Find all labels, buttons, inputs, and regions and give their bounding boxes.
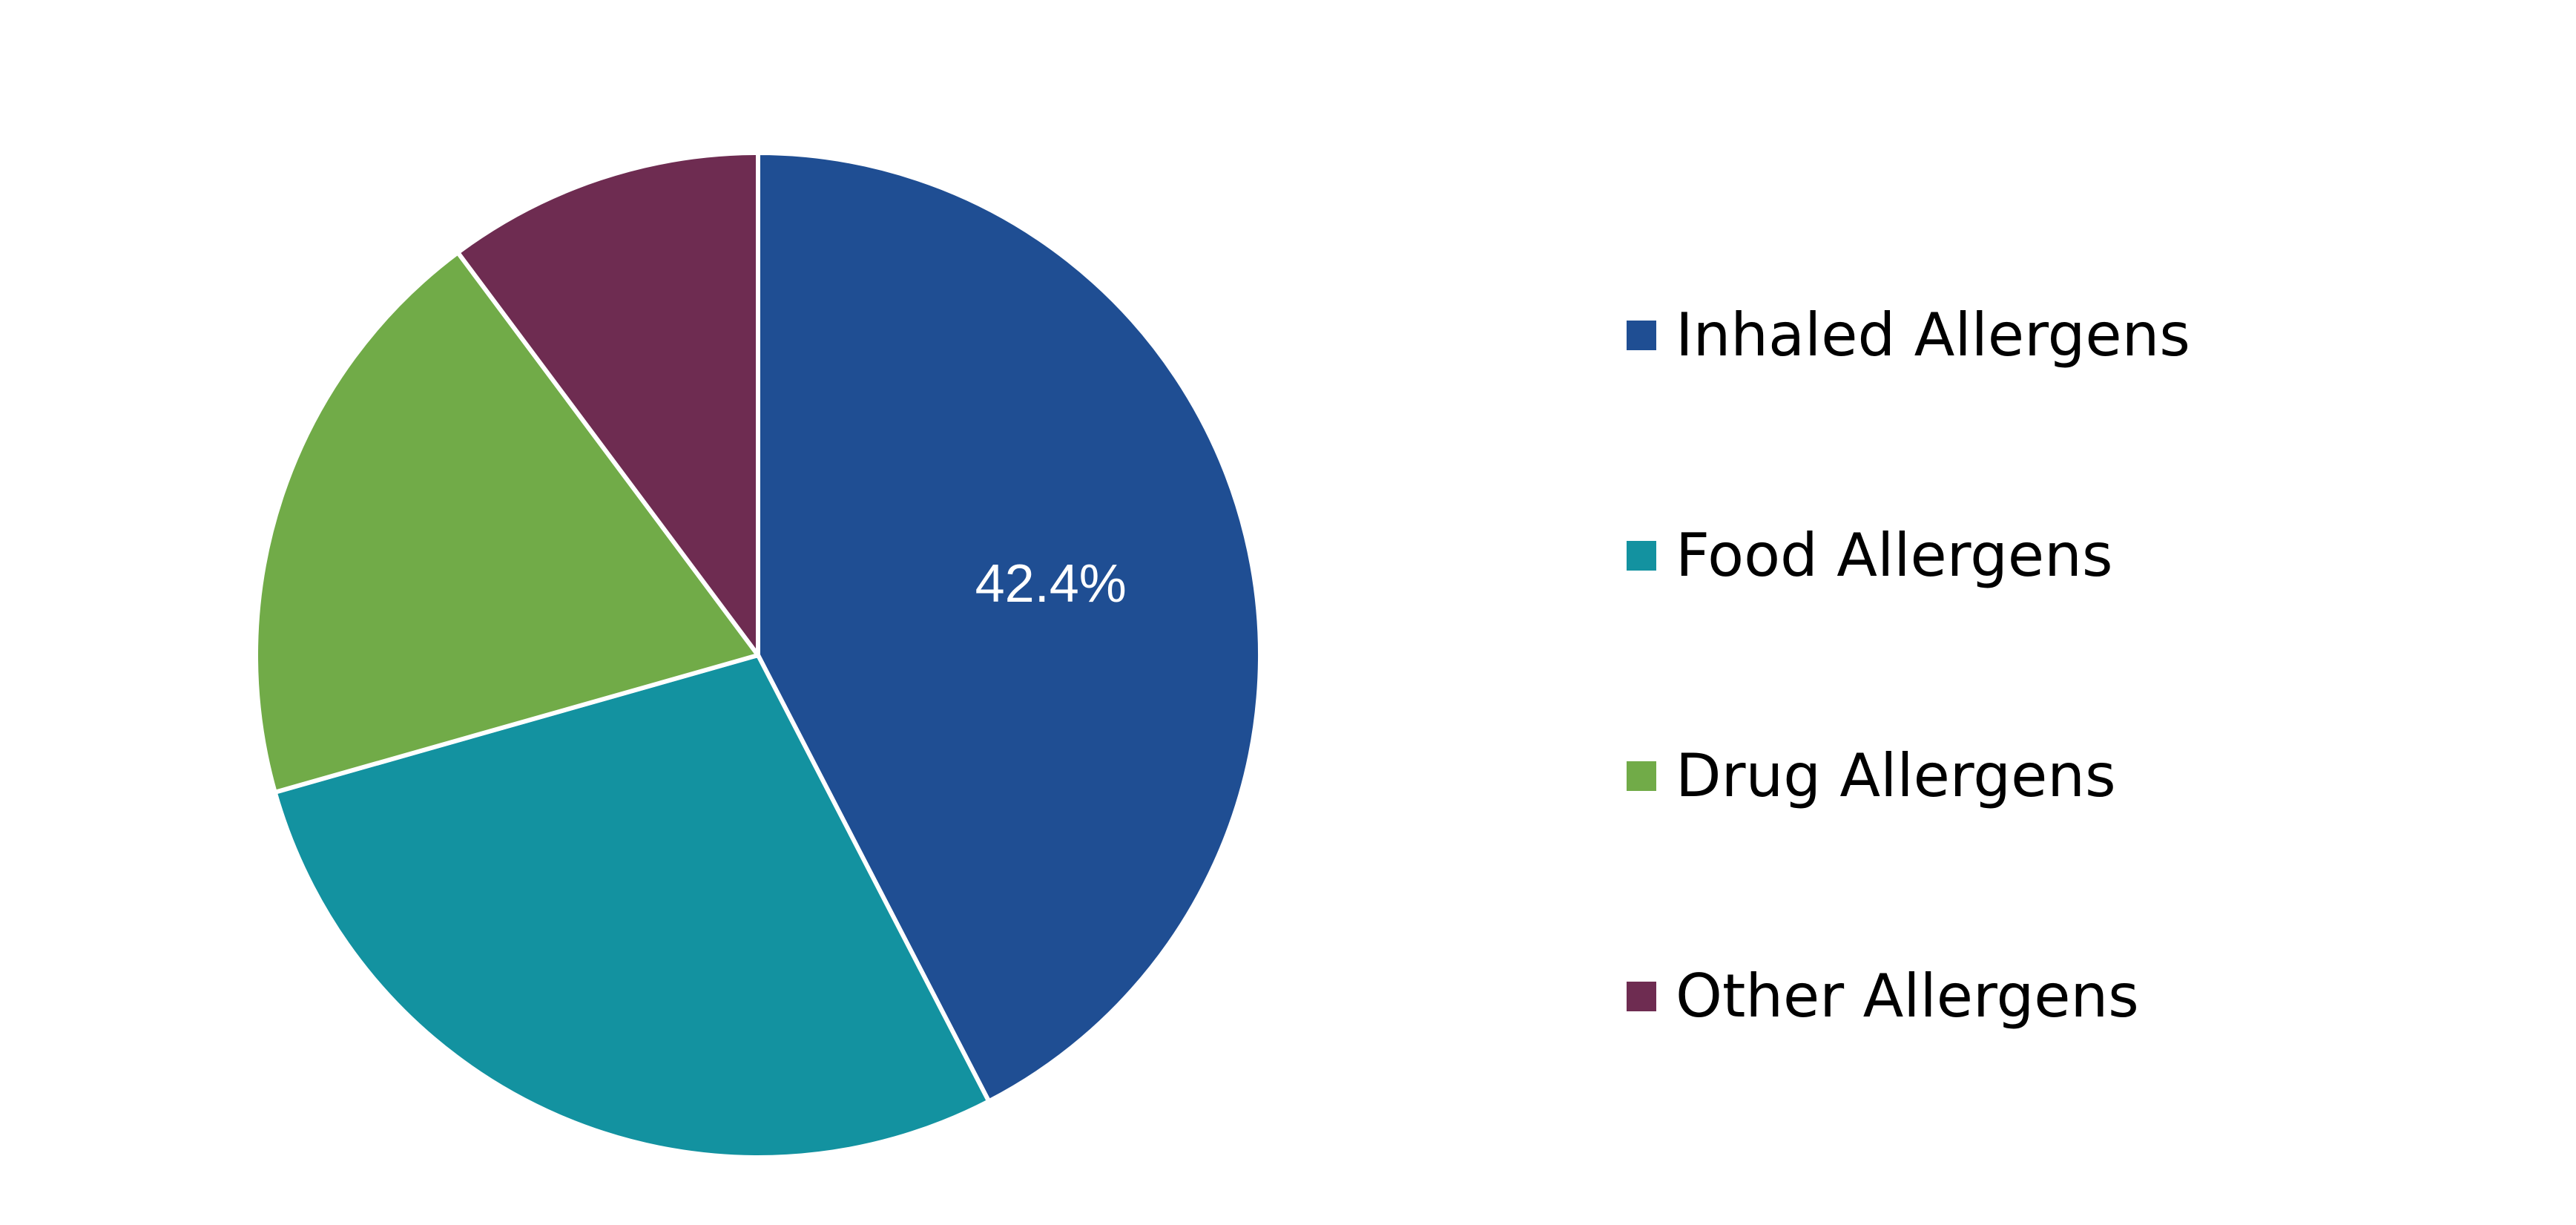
legend-swatch-food-allergens [1627,541,1656,571]
pie-slice-other-allergens [455,151,760,657]
legend-item-other-allergens: Other Allergens [1627,952,2517,1041]
pie-slices [254,151,1262,1160]
pie-slice-inhaled-allergens [756,151,1262,1104]
legend-item-food-allergens: Food Allergens [1627,511,2517,600]
data-label-inhaled-allergens: 42.4% [975,554,1127,614]
legend: Inhaled Allergens Food Allergens Drug Al… [1627,291,2517,1172]
legend-item-inhaled-allergens: Inhaled Allergens [1627,291,2517,380]
legend-swatch-inhaled-allergens [1627,321,1656,350]
pie-data-labels: 42.4% [975,554,1127,614]
legend-label-drug-allergens: Drug Allergens [1676,741,2116,810]
legend-swatch-other-allergens [1627,982,1656,1011]
pie-slice-food-allergens [272,653,992,1160]
pie-slice-drug-allergens [254,250,760,795]
legend-item-drug-allergens: Drug Allergens [1627,732,2517,821]
legend-swatch-drug-allergens [1627,761,1656,791]
legend-label-inhaled-allergens: Inhaled Allergens [1676,300,2190,370]
legend-label-food-allergens: Food Allergens [1676,521,2113,590]
legend-label-other-allergens: Other Allergens [1676,962,2139,1031]
